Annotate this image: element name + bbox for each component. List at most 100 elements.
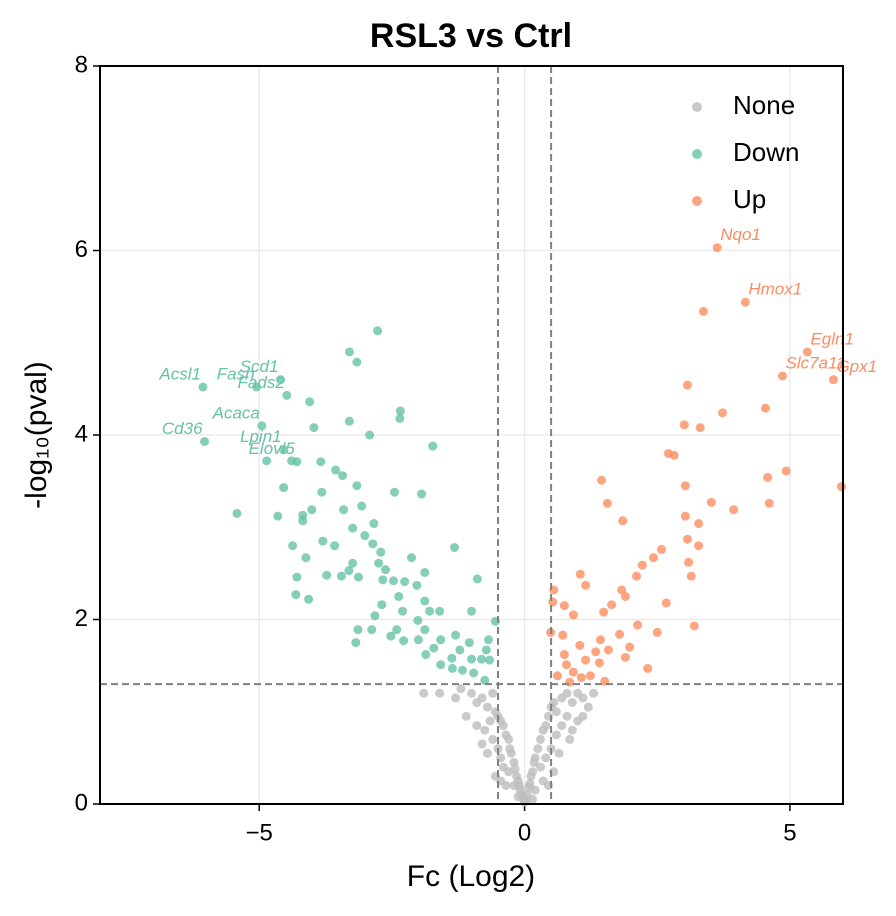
point bbox=[706, 497, 716, 507]
point bbox=[330, 541, 340, 551]
legend-label: Up bbox=[733, 184, 766, 214]
point bbox=[669, 450, 679, 460]
point bbox=[386, 631, 396, 641]
point bbox=[482, 702, 492, 712]
point bbox=[373, 326, 383, 336]
point bbox=[637, 560, 647, 570]
point bbox=[541, 753, 551, 763]
point bbox=[509, 781, 519, 791]
point bbox=[429, 643, 439, 653]
point bbox=[594, 658, 604, 668]
point bbox=[480, 725, 490, 735]
point bbox=[252, 382, 262, 392]
point bbox=[625, 642, 635, 652]
x-tick-label: 0 bbox=[518, 819, 531, 846]
point bbox=[307, 505, 317, 515]
chart-title: RSL3 vs Ctrl bbox=[370, 17, 572, 55]
point bbox=[353, 572, 363, 582]
point bbox=[620, 652, 630, 662]
point bbox=[597, 475, 607, 485]
point bbox=[304, 594, 314, 604]
point-annotation: Fads2 bbox=[238, 373, 286, 392]
y-axis-label: -log₁₀(pval) bbox=[20, 361, 53, 509]
point-annotation: Elovl5 bbox=[249, 439, 296, 458]
point bbox=[683, 380, 693, 390]
legend-label: None bbox=[733, 90, 795, 120]
point bbox=[528, 794, 538, 804]
point bbox=[578, 693, 588, 703]
point bbox=[649, 553, 659, 563]
point bbox=[483, 635, 493, 645]
point bbox=[485, 655, 495, 665]
point bbox=[781, 466, 791, 476]
point bbox=[528, 767, 538, 777]
point bbox=[607, 600, 617, 610]
point bbox=[530, 753, 540, 763]
point bbox=[377, 600, 387, 610]
point bbox=[558, 630, 568, 640]
point bbox=[395, 413, 405, 423]
point bbox=[336, 571, 346, 581]
point bbox=[504, 734, 514, 744]
point bbox=[761, 403, 771, 413]
point bbox=[381, 565, 391, 575]
point bbox=[376, 547, 386, 557]
point bbox=[282, 390, 292, 400]
point bbox=[352, 357, 362, 367]
point bbox=[367, 625, 377, 635]
point bbox=[351, 638, 361, 648]
point bbox=[535, 762, 545, 772]
point bbox=[602, 498, 612, 508]
point bbox=[469, 668, 479, 678]
point bbox=[390, 487, 400, 497]
point bbox=[394, 591, 404, 601]
point bbox=[551, 707, 561, 717]
point bbox=[339, 505, 349, 515]
point-annotation: Cd36 bbox=[162, 419, 203, 438]
point bbox=[370, 611, 380, 621]
point bbox=[369, 519, 379, 529]
point bbox=[575, 569, 585, 579]
point bbox=[374, 558, 384, 568]
point-annotation: Fasn bbox=[217, 365, 255, 384]
point bbox=[395, 406, 405, 416]
point bbox=[488, 688, 498, 698]
point bbox=[413, 635, 423, 645]
point bbox=[488, 734, 498, 744]
point-annotation: Acsl1 bbox=[158, 365, 201, 384]
point bbox=[551, 730, 561, 740]
point bbox=[317, 487, 327, 497]
point bbox=[365, 430, 375, 440]
point bbox=[357, 501, 367, 511]
point bbox=[461, 711, 471, 721]
point bbox=[680, 481, 690, 491]
point bbox=[485, 716, 495, 726]
point bbox=[559, 650, 569, 660]
point bbox=[477, 739, 487, 749]
point bbox=[568, 610, 578, 620]
point bbox=[618, 516, 628, 526]
point bbox=[525, 779, 535, 789]
point bbox=[292, 572, 302, 582]
point bbox=[417, 489, 427, 499]
point bbox=[567, 725, 577, 735]
point bbox=[712, 243, 722, 253]
point bbox=[481, 645, 491, 655]
point bbox=[450, 543, 460, 553]
point bbox=[348, 523, 358, 533]
point bbox=[559, 601, 569, 611]
point bbox=[567, 698, 577, 708]
point bbox=[291, 590, 301, 600]
point bbox=[533, 744, 543, 754]
point bbox=[425, 606, 435, 616]
point bbox=[729, 505, 739, 515]
point bbox=[581, 655, 591, 665]
point bbox=[388, 576, 398, 586]
point bbox=[633, 620, 643, 630]
point bbox=[262, 456, 272, 466]
point bbox=[352, 481, 362, 491]
point bbox=[683, 534, 693, 544]
x-tick-label: 5 bbox=[783, 819, 796, 846]
point bbox=[695, 423, 705, 433]
point-annotation: Slc7a11 bbox=[785, 353, 845, 372]
